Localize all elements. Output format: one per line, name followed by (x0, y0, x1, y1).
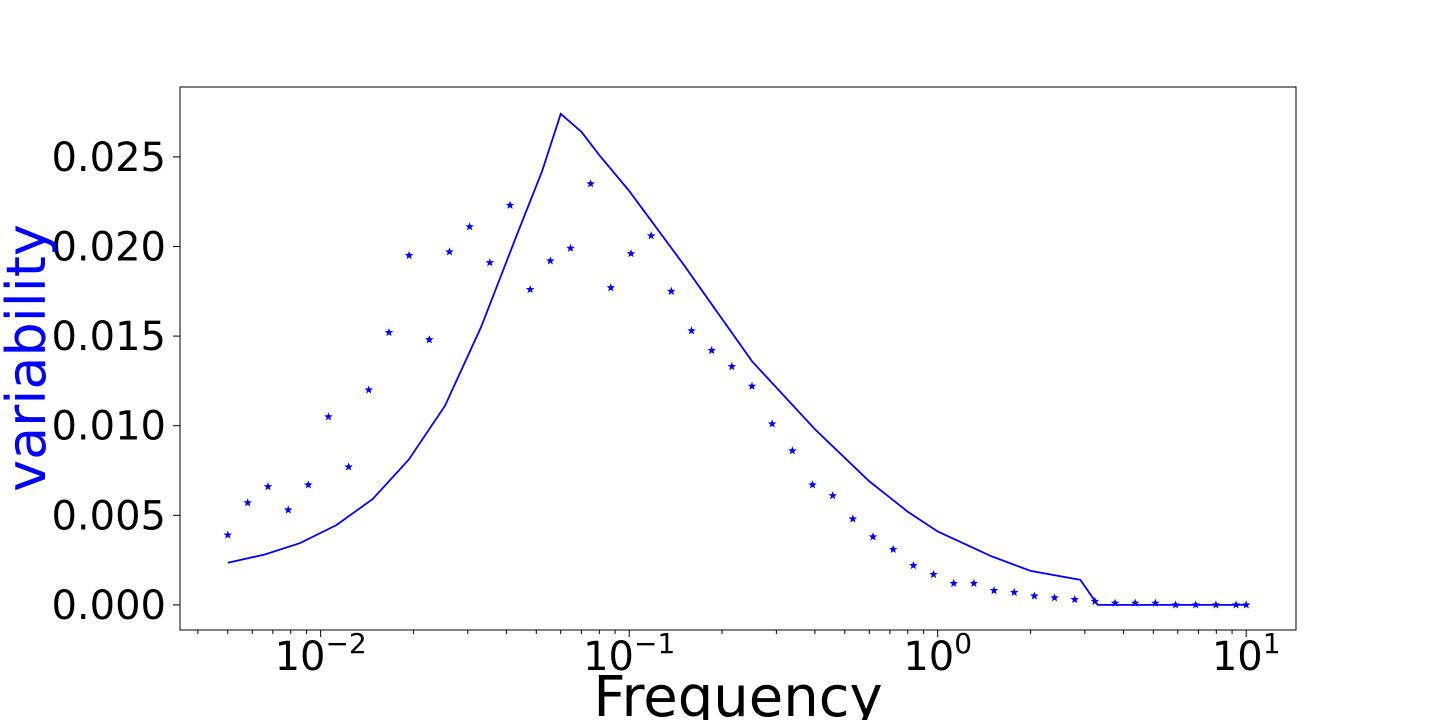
data-point-observed (1191, 600, 1201, 609)
data-point-observed (1231, 600, 1241, 609)
x-tick-label-exponent: −2 (325, 627, 366, 660)
data-point-observed (949, 578, 958, 588)
series-layer (223, 112, 1251, 609)
data-point-observed (324, 412, 333, 421)
x-tick-label: 10−2 (275, 627, 367, 680)
data-point-observed (1241, 600, 1251, 609)
x-tick-label: 101 (1212, 627, 1281, 680)
data-point-observed (1030, 591, 1039, 600)
data-point-observed (868, 532, 878, 541)
data-point-observed (929, 569, 938, 579)
data-point-observed (969, 578, 979, 588)
data-point-observed (263, 482, 273, 491)
x-axis-label: Frequency (593, 665, 882, 720)
data-point-observed (909, 560, 918, 570)
data-point-observed (586, 179, 595, 188)
y-axis-label: variability (0, 224, 58, 492)
data-point-observed (848, 514, 858, 523)
data-point-observed (788, 446, 797, 455)
data-point-observed (808, 480, 817, 489)
y-tick-label: 0.025 (51, 135, 166, 181)
y-tick-label: 0.020 (51, 224, 166, 270)
data-point-observed (1090, 596, 1100, 605)
x-minor-ticks (197, 630, 1233, 634)
data-point-observed (707, 345, 716, 355)
data-point-observed (989, 586, 999, 595)
data-point-observed (606, 283, 616, 292)
x-tick-label: 10−1 (583, 627, 675, 680)
data-point-observed (667, 286, 676, 295)
data-point-observed (566, 243, 575, 252)
data-point-observed (888, 544, 898, 553)
series-line-model (227, 112, 1247, 606)
x-tick-label-exponent: 1 (1263, 627, 1281, 660)
x-tick-label-base: 10 (903, 634, 954, 680)
x-tick-label-base: 10 (275, 634, 326, 680)
data-point-observed (1171, 600, 1180, 609)
data-point-observed (747, 381, 757, 390)
data-point-observed (687, 326, 696, 335)
plot-background (180, 87, 1296, 630)
data-point-observed (505, 200, 515, 209)
data-point-observed (1050, 593, 1059, 602)
x-tick-label: 100 (903, 627, 972, 680)
data-point-observed (1151, 598, 1160, 607)
data-point-observed (445, 247, 454, 256)
data-point-observed (1009, 587, 1019, 597)
data-point-observed (304, 480, 313, 489)
data-point-observed (485, 258, 495, 267)
data-point-observed (1110, 598, 1120, 607)
y-tick-label: 0.010 (51, 404, 166, 450)
x-tick-label-exponent: −1 (634, 627, 675, 660)
y-tick-label: 0.015 (51, 314, 166, 360)
data-point-observed (626, 249, 636, 258)
data-point-observed (1070, 595, 1079, 604)
data-point-observed (364, 385, 374, 394)
data-point-observed (525, 285, 535, 294)
y-tick-label: 0.000 (51, 583, 166, 629)
data-point-observed (828, 491, 837, 500)
plot-frame (179, 86, 1297, 631)
data-point-observed (283, 505, 293, 514)
data-point-observed (767, 419, 777, 428)
data-point-observed (646, 231, 656, 240)
x-tick-label-base: 10 (1212, 634, 1263, 680)
data-point-observed (223, 530, 233, 539)
data-point-observed (465, 222, 474, 231)
data-point-observed (1211, 600, 1221, 609)
data-point-observed (727, 362, 737, 371)
data-point-observed (344, 462, 353, 471)
x-tick-label-base: 10 (583, 634, 634, 680)
data-point-observed (1130, 598, 1140, 607)
y-axis-ticks: 0.000 0.005 0.010 0.015 0.020 0.025 (51, 135, 180, 629)
data-point-observed (404, 250, 414, 260)
data-point-observed (425, 335, 434, 344)
x-tick-label-exponent: 0 (954, 627, 972, 660)
data-point-observed (546, 256, 555, 265)
y-tick-label: 0.005 (51, 493, 166, 539)
x-axis-ticks: 10−2 10−1 100 101 (275, 627, 1281, 680)
data-point-observed (243, 498, 252, 507)
data-point-observed (384, 328, 394, 337)
